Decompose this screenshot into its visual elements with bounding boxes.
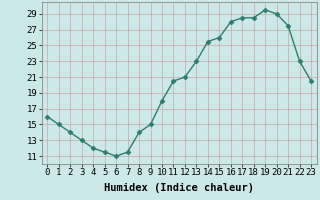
X-axis label: Humidex (Indice chaleur): Humidex (Indice chaleur) xyxy=(104,183,254,193)
